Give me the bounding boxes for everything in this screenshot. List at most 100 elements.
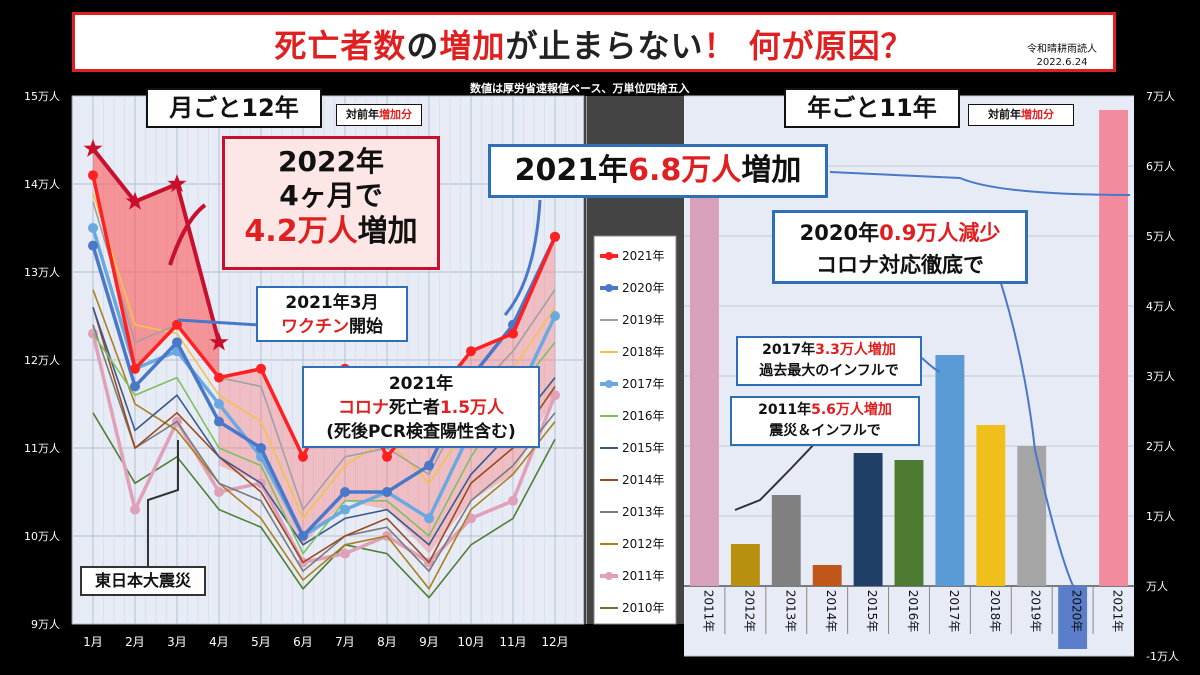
- bar-category-label: 2015年: [865, 590, 879, 633]
- arrow-2011: [734, 439, 819, 511]
- left-x-tick-label: 12月: [541, 635, 568, 649]
- right-y-tick-label: 7万人: [1146, 90, 1175, 103]
- callout-2011-pre: 2011年: [758, 402, 812, 418]
- bar-2016年: [894, 460, 924, 586]
- legend-label: 2018年: [622, 345, 665, 359]
- right-y-tick-label: 4万人: [1146, 300, 1175, 313]
- series-line-2011年: [91, 333, 557, 565]
- point-2017年: [550, 311, 560, 321]
- bar-2012年: [730, 544, 760, 586]
- arrow-quake: [147, 440, 179, 568]
- bar-category-label: 2018年: [988, 590, 1002, 633]
- credit-author: 令和晴耕雨読人: [1027, 44, 1097, 55]
- title-part3: 増加: [439, 27, 506, 65]
- title-part2: の: [406, 27, 440, 65]
- point-2020年: [382, 487, 392, 497]
- bar-2014年: [812, 565, 842, 586]
- callout-earthquake: 東日本大震災: [80, 566, 206, 596]
- left-x-tick-label: 3月: [167, 635, 187, 649]
- callout-2020-pre: 2020年: [799, 221, 880, 245]
- point-2021年: [130, 363, 140, 374]
- callout-2021-increase: 2021年6.8万人増加: [488, 144, 828, 198]
- title-part5: ！ 何が原因？: [703, 27, 914, 65]
- bar-2020年: [1058, 586, 1088, 649]
- legend: 2021年 2020年 2019年 2018年 2017年 2016年 2015年 2014年…: [600, 249, 665, 615]
- left-x-tick-label: 7月: [335, 635, 355, 649]
- callout-2021-red: 6.8万人: [628, 153, 742, 188]
- point-2021年: [214, 372, 224, 383]
- point-2022: [167, 174, 187, 193]
- point-2020年: [130, 381, 140, 392]
- right-panel-tag: 対前年増加分: [968, 104, 1074, 126]
- callout-2017-line2: 過去最大のインフルで: [759, 363, 899, 379]
- title-part1: 死亡者数: [274, 27, 407, 65]
- point-2011年: [130, 504, 140, 515]
- callout-2022: 2022年 4ヶ月で 4.2万人増加: [222, 136, 440, 270]
- left-x-tick-label: 5月: [251, 635, 271, 649]
- credit: 令和晴耕雨読人 2022.6.24: [1027, 43, 1097, 69]
- arrow-2020: [999, 279, 1076, 591]
- bar-2017年: [935, 355, 965, 586]
- point-2021年: [382, 451, 392, 462]
- left-y-tick-label: 15万人: [24, 90, 60, 103]
- right-y-tick-label: 2万人: [1146, 440, 1175, 453]
- right-y-tick-label: 1万人: [1146, 510, 1175, 523]
- callout-2011-red: 5.6万人増加: [811, 402, 892, 418]
- point-2011年: [214, 487, 224, 497]
- point-2017年: [424, 513, 434, 524]
- series-line-2010年: [92, 412, 556, 599]
- point-2021年: [298, 451, 308, 462]
- legend-label: 2019年: [622, 313, 665, 327]
- point-2020年: [298, 531, 308, 541]
- legend-marker: [605, 572, 613, 580]
- point-2020年: [256, 443, 266, 453]
- arrow-2021: [829, 171, 1131, 196]
- callout-2011-line1: 2011年5.6万人増加: [732, 400, 918, 421]
- left-y-tick-label: 10万人: [24, 530, 60, 543]
- bar-2011年: [690, 194, 719, 586]
- point-2011年: [508, 495, 518, 506]
- callout-2011: 2011年5.6万人増加 震災＆インフルで: [730, 396, 920, 446]
- right-y-ticks: -1万人 万人 1万人 2万人 3万人 4万人 5万人 6万人 7万人: [1146, 90, 1179, 663]
- legend-label: 2017年: [622, 377, 665, 391]
- point-2021年: [508, 328, 518, 339]
- arrows: [147, 171, 1131, 591]
- left-x-tick-label: 8月: [377, 635, 397, 649]
- bar-category-label: 2020年: [1070, 590, 1084, 633]
- left-x-ticks: 1月 2月 3月 4月 5月 6月 7月 8月 9月 10月 11月 12月: [83, 635, 568, 649]
- arrow-2022: [168, 203, 207, 266]
- callout-2022-line1: 2022年: [278, 145, 384, 178]
- bar-2021年: [1099, 110, 1128, 586]
- callout-2022-line3: 4.2万人増加: [225, 213, 437, 251]
- page-title: 死亡者数の増加が止まらない！ 何が原因？: [75, 21, 1113, 67]
- point-2017年: [214, 399, 224, 409]
- point-2021年: [256, 363, 266, 374]
- bar-2013年: [771, 495, 801, 586]
- title-banner: 死亡者数の増加が止まらない！ 何が原因？ 令和晴耕雨読人 2022.6.24: [72, 12, 1116, 72]
- callout-covid-mid: 死亡者: [388, 398, 440, 418]
- title-part4: が止まらない: [505, 27, 704, 65]
- yearly-bar-labels: 2011年 2012年 2013年 2014年 2015年 2016年 2017年 2018年…: [701, 590, 1124, 633]
- bar-2019年: [1017, 446, 1047, 586]
- bar-category-label: 2012年: [742, 590, 756, 633]
- legend-label: 2013年: [622, 505, 665, 519]
- point-2020年: [340, 487, 350, 497]
- point-2011年: [550, 390, 560, 401]
- legend-label: 2021年: [622, 249, 665, 263]
- left-x-tick-label: 11月: [499, 635, 526, 649]
- legend-label: 2011年: [622, 569, 665, 583]
- point-2017年: [88, 223, 98, 233]
- callout-covid-red2: 1.5万人: [439, 398, 505, 418]
- point-2021年: [88, 170, 98, 181]
- callout-covid-red1: コロナ: [337, 398, 389, 418]
- left-y-tick-label: 14万人: [24, 178, 60, 191]
- series-line-2014年: [92, 306, 556, 564]
- callout-2021-post: 増加: [741, 153, 802, 188]
- point-2021年: [172, 319, 182, 330]
- callout-covid-line1: 2021年: [388, 374, 454, 394]
- left-panel-heading: 月ごと12年: [146, 88, 322, 128]
- legend-marker: [605, 380, 613, 388]
- right-tag-prefix: 対前年: [988, 108, 1021, 121]
- point-2017年: [340, 504, 350, 515]
- left-tag-red: 増加分: [379, 108, 412, 121]
